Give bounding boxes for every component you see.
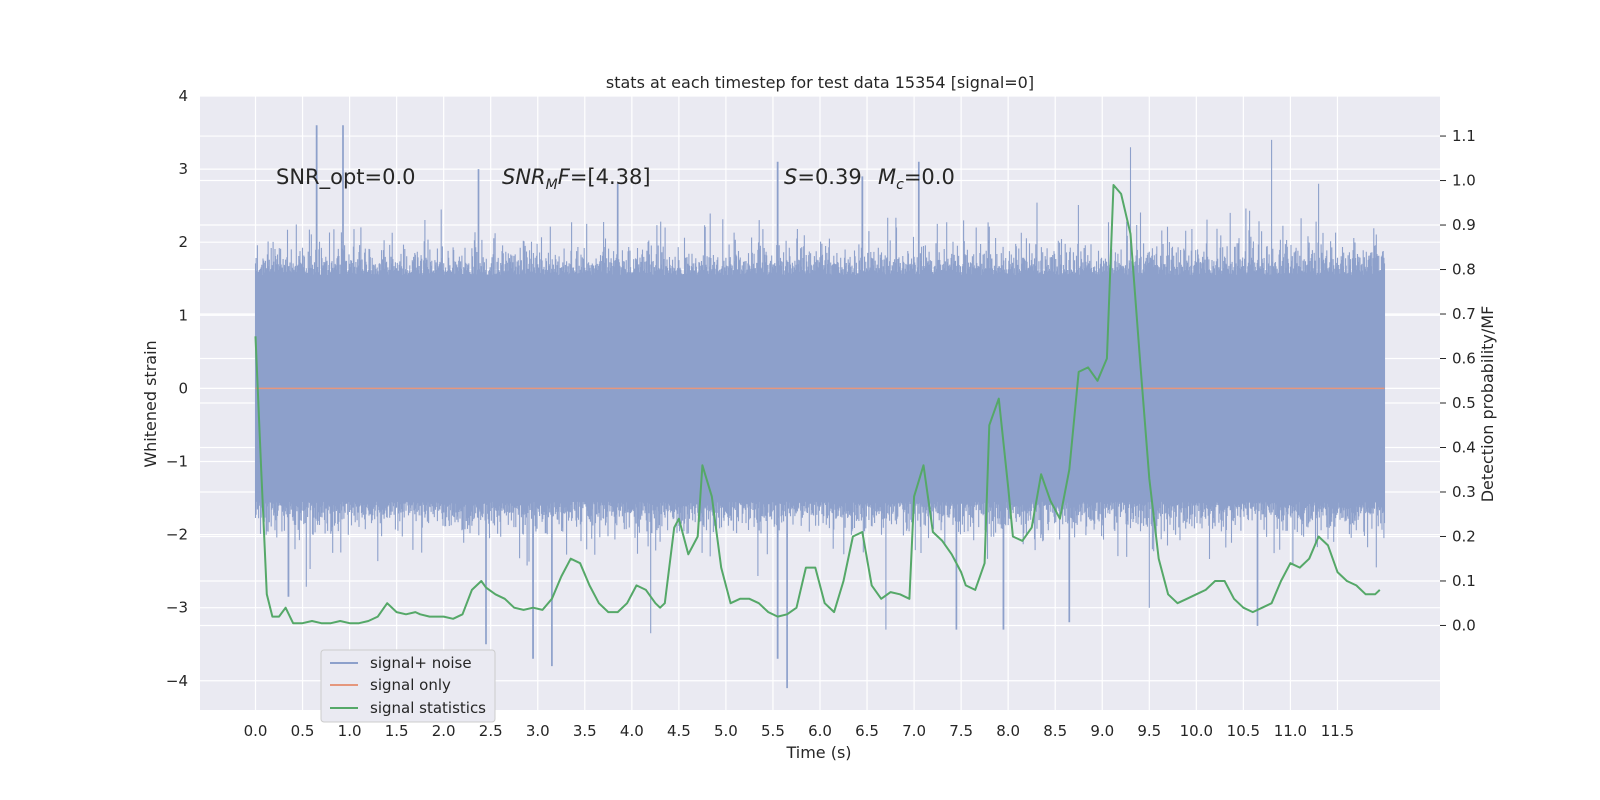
- x-tick-label: 4.0: [620, 722, 644, 740]
- x-tick-label: 11.5: [1321, 722, 1354, 740]
- y-tick-label: −3: [166, 599, 188, 617]
- x-tick-label: 11.0: [1274, 722, 1307, 740]
- x-tick-label: 3.0: [526, 722, 550, 740]
- legend-box: [320, 649, 496, 723]
- x-tick-label: 8.0: [996, 722, 1020, 740]
- y2-tick-label: 1.0: [1452, 172, 1476, 190]
- x-tick-label: 0.5: [291, 722, 315, 740]
- y-tick-label: −4: [166, 672, 188, 690]
- mc-sub: c: [896, 177, 904, 193]
- annotation-snr-opt: SNR_opt=0.0: [276, 165, 416, 190]
- y-axis-label: Whitened strain: [141, 340, 160, 467]
- snr-mf-mid: F: [558, 165, 571, 189]
- y2-tick-label: 0.9: [1452, 216, 1476, 234]
- y2-tick-label: 0.4: [1452, 438, 1476, 456]
- y-tick-label: 0: [178, 379, 188, 397]
- chart-title: stats at each timestep for test data 153…: [606, 73, 1034, 92]
- x-tick-label: 3.5: [573, 722, 597, 740]
- y-tick-label: −2: [166, 526, 188, 544]
- y2-tick-label: 0.5: [1452, 394, 1476, 412]
- y-tick-label: 4: [178, 87, 188, 105]
- legend: signal+ noise signal only signal statist…: [320, 649, 496, 723]
- mc-value: =0.0: [904, 165, 955, 189]
- y2-tick-label: 0.7: [1452, 305, 1476, 323]
- snr-mf-prefix: SNR: [502, 165, 546, 189]
- x-tick-label: 5.5: [761, 722, 785, 740]
- snr-mf-suffix: =[4.38]: [570, 165, 651, 189]
- x-tick-label: 6.5: [855, 722, 879, 740]
- x-tick-label: 6.0: [808, 722, 832, 740]
- y2-tick-label: 0.1: [1452, 572, 1476, 590]
- x-tick-label: 8.5: [1043, 722, 1067, 740]
- x-tick-label: 5.0: [714, 722, 738, 740]
- x-tick-label: 1.0: [338, 722, 362, 740]
- x-tick-label: 2.5: [479, 722, 503, 740]
- snr-mf-sub: M: [546, 177, 558, 193]
- y-tick-label: 2: [178, 233, 188, 251]
- x-tick-label: 7.0: [902, 722, 926, 740]
- mc-label: M: [878, 165, 896, 189]
- y-tick-label: −1: [166, 452, 188, 470]
- x-tick-label: 1.5: [385, 722, 409, 740]
- legend-label-signal-only: signal only: [370, 676, 451, 694]
- annotation-snr-mf: SNRMF=[4.38]: [502, 165, 651, 193]
- legend-label-signal-noise: signal+ noise: [370, 654, 472, 672]
- y-tick-label: 1: [178, 306, 188, 324]
- tick-labels: 0.0 0.5 1.0 1.5 2.0 2.5 3.0 3.5 4.0 4.5 5.0 5.5 6.0 6…: [166, 87, 1476, 740]
- x-axis-label: Time (s): [785, 743, 851, 762]
- series-signal-statistics-line: [254, 184, 1381, 625]
- y2-tick-label: 0.2: [1452, 527, 1476, 545]
- legend-label-signal-statistics: signal statistics: [370, 699, 486, 717]
- x-tick-label: 9.5: [1137, 722, 1161, 740]
- s-value: =0.39: [797, 165, 861, 189]
- x-tick-label: 4.5: [667, 722, 691, 740]
- y-tick-label: 3: [178, 160, 188, 178]
- y2-axis-label: Detection probability/MF: [1478, 306, 1497, 503]
- y2-tick-label: 0.0: [1452, 616, 1476, 634]
- x-tick-label: 2.0: [432, 722, 456, 740]
- y2-tick-label: 0.8: [1452, 261, 1476, 279]
- x-tick-label: 10.5: [1227, 722, 1260, 740]
- annotation-s: S=0.39: [784, 165, 862, 189]
- s-label: S: [784, 165, 797, 189]
- y2-tick-label: 0.3: [1452, 483, 1476, 501]
- y2-tick-label: 0.6: [1452, 350, 1476, 368]
- x-tick-label: 10.0: [1180, 722, 1213, 740]
- x-tick-label: 7.5: [949, 722, 973, 740]
- y2-tick-label: 1.1: [1452, 127, 1476, 145]
- x-tick-label: 0.0: [244, 722, 268, 740]
- x-tick-label: 9.0: [1090, 722, 1114, 740]
- series-lines: [254, 184, 1385, 625]
- annotation-mc: Mc=0.0: [878, 165, 955, 193]
